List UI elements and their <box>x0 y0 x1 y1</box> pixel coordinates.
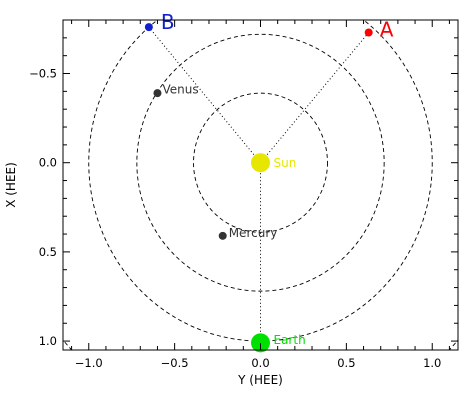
point-venus <box>153 89 162 98</box>
sun-to-b-line <box>148 26 261 164</box>
orbit-venus <box>136 33 385 292</box>
plot-frame <box>62 19 459 351</box>
label-venus: Venus <box>162 82 198 96</box>
label-sun: Sun <box>274 156 297 170</box>
label-a: A <box>380 17 394 41</box>
x-tick-label: 0.0 <box>251 356 269 370</box>
x-tick-label: −1.0 <box>75 356 103 370</box>
y-tick-label: 1.0 <box>39 334 57 348</box>
x-tick-label: −0.5 <box>161 356 189 370</box>
label-mercury: Mercury <box>229 226 278 240</box>
point-a <box>364 28 373 37</box>
y-tick-label: 0.0 <box>39 156 57 170</box>
point-b <box>144 23 153 32</box>
x-axis-title: Y (HEE) <box>237 373 283 387</box>
x-tick-label: 0.5 <box>337 356 355 370</box>
sun-to-a-line <box>260 32 370 164</box>
point-sun <box>251 153 270 173</box>
label-earth: Earth <box>274 333 306 347</box>
points-layer: Sun Earth Mercury Venus A B <box>144 10 394 353</box>
y-axis-title: X (HEE) <box>4 162 18 208</box>
label-b: B <box>161 10 175 34</box>
point-mercury <box>218 231 227 240</box>
point-earth <box>251 333 270 353</box>
y-tick-label: −0.5 <box>29 67 57 81</box>
x-tick-label: 1.0 <box>423 356 441 370</box>
connector-lines-layer <box>148 26 370 343</box>
orbit-mercury <box>193 92 328 233</box>
ticks-layer: −1.0 −0.5 0.0 0.5 1.0 −0.5 0.0 0.5 1.0 <box>29 20 458 370</box>
y-tick-label: 0.5 <box>39 245 57 259</box>
